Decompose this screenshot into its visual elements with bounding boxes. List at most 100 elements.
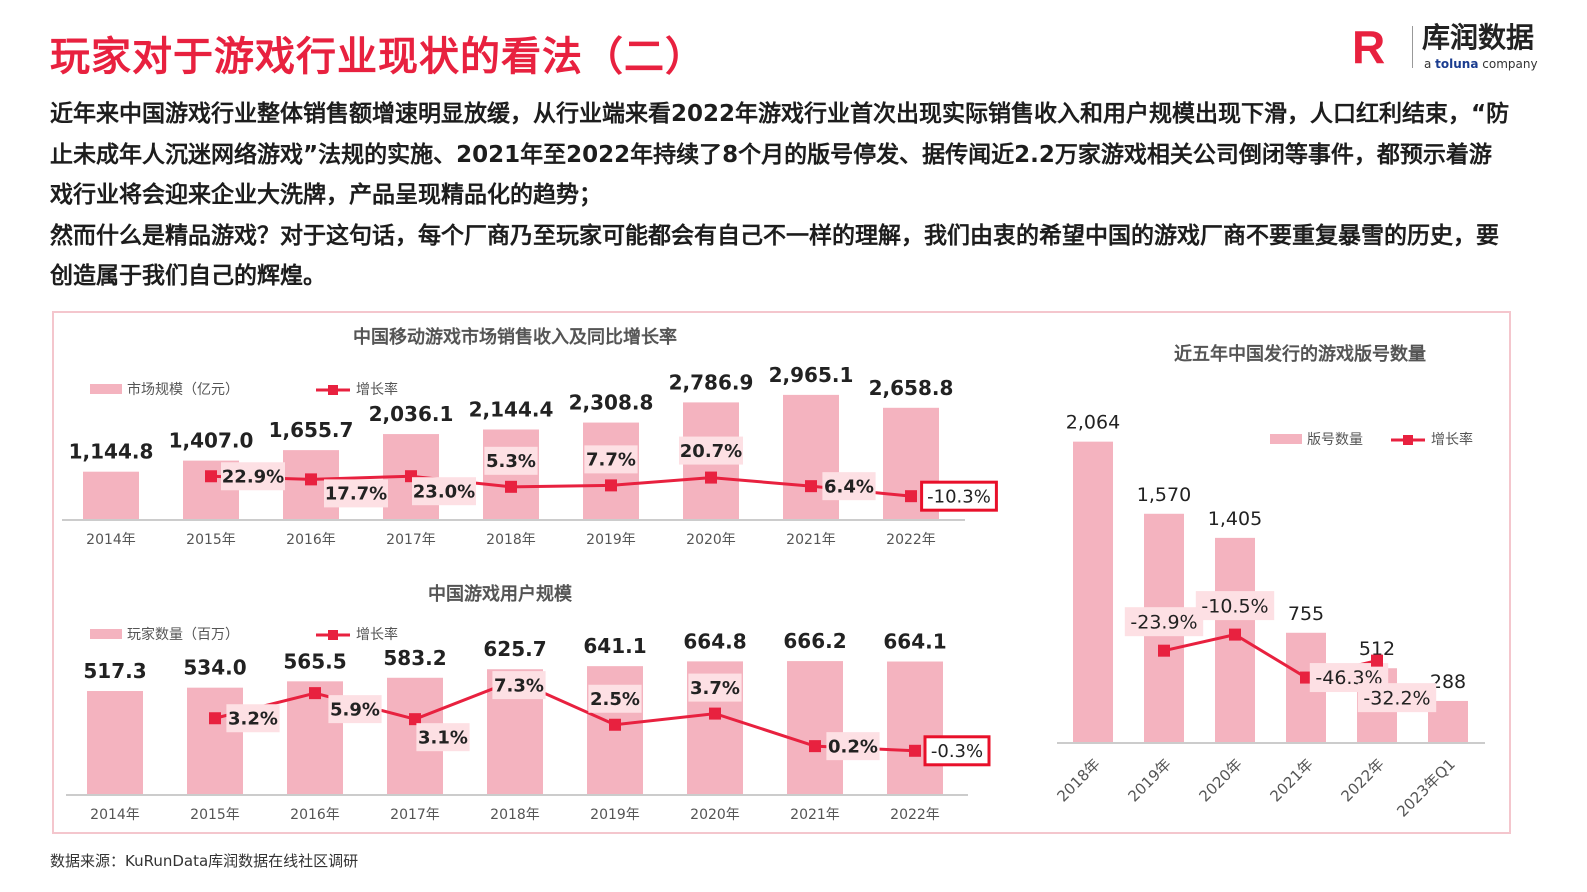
logo-mark: R xyxy=(1352,21,1386,73)
x-tick-label: 2018年 xyxy=(486,532,536,548)
growth-label: -10.3% xyxy=(927,486,991,507)
growth-point xyxy=(205,470,217,483)
x-tick-label: 2020年 xyxy=(686,532,736,548)
growth-point xyxy=(305,473,317,486)
x-tick-label: 2015年 xyxy=(190,807,240,823)
growth-label-box xyxy=(584,445,638,474)
bar-value-label: 534.0 xyxy=(183,656,246,680)
x-tick-label: 2023年Q1 xyxy=(1393,755,1458,820)
bar xyxy=(787,661,843,795)
bar-value-label: 1,407.0 xyxy=(169,429,254,453)
legend-bar-swatch xyxy=(1270,434,1302,444)
growth-point xyxy=(1229,628,1241,641)
growth-label: 5.9% xyxy=(330,699,380,720)
bar-value-label: 2,036.1 xyxy=(369,402,454,426)
logo-divider xyxy=(1412,26,1413,68)
bar xyxy=(187,687,243,795)
growth-label: 2.5% xyxy=(590,689,640,710)
legend-line-label: 增长率 xyxy=(356,626,398,643)
growth-label-box xyxy=(1124,607,1204,637)
bar-value-label: 2,064 xyxy=(1066,412,1120,434)
paragraph: 然而什么是精品游戏？对于这句话，每个厂商乃至玩家可能都会有自己不一样的理解，我们… xyxy=(50,222,1499,290)
growth-label-box xyxy=(923,735,991,767)
bar-value-label: 664.8 xyxy=(683,629,746,653)
bar xyxy=(887,661,943,795)
bar-value-label: 2,786.9 xyxy=(669,370,754,394)
growth-point xyxy=(709,707,721,720)
x-tick-label: 2022年 xyxy=(1337,755,1387,805)
growth-label-box xyxy=(492,671,546,700)
legend-line-label: 增长率 xyxy=(356,381,398,398)
growth-label-box xyxy=(328,695,382,724)
growth-label-box xyxy=(1357,683,1437,713)
growth-label-box xyxy=(324,479,388,508)
x-tick-label: 2016年 xyxy=(286,532,336,548)
growth-point xyxy=(809,740,821,753)
x-tick-label: 2019年 xyxy=(586,532,636,548)
x-tick-label: 2014年 xyxy=(86,532,136,548)
growth-label-box xyxy=(826,732,880,761)
bar-value-label: 2,658.8 xyxy=(869,376,954,400)
chart-panel xyxy=(52,311,1511,834)
chart-title: 近五年中国发行的游戏版号数量 xyxy=(1174,343,1426,365)
bar-value-label: 288 xyxy=(1430,671,1466,693)
bar-value-label: 583.2 xyxy=(383,646,446,670)
growth-label-box xyxy=(920,480,998,512)
x-tick-label: 2019年 xyxy=(1124,755,1174,805)
x-tick-label: 2022年 xyxy=(886,532,936,548)
logo-tagline: a toluna company xyxy=(1424,57,1538,71)
x-tick-label: 2014年 xyxy=(90,807,140,823)
bar-value-label: 755 xyxy=(1288,603,1324,625)
logo-name: 库润数据 xyxy=(1422,21,1535,54)
growth-label-box xyxy=(412,477,476,506)
growth-label: 20.7% xyxy=(680,441,742,462)
bar-value-label: 625.7 xyxy=(483,637,546,661)
growth-point xyxy=(705,471,717,484)
growth-label: 3.2% xyxy=(228,709,278,730)
legend-line-label: 增长率 xyxy=(1431,431,1473,448)
growth-point xyxy=(209,712,221,725)
paragraph: 近年来中国游戏行业整体销售额增速明显放缓，从行业端来看2022年游戏行业首次出现… xyxy=(50,101,1510,208)
growth-label-box xyxy=(221,462,285,491)
x-tick-label: 2020年 xyxy=(1195,755,1245,805)
growth-point xyxy=(605,479,617,492)
growth-label: -32.2% xyxy=(1363,687,1430,709)
legend-line-marker xyxy=(328,630,338,640)
bar-value-label: 565.5 xyxy=(283,649,346,673)
company-logo: R 库润数据 a toluna company xyxy=(1352,22,1547,74)
bar-value-label: 1,570 xyxy=(1137,484,1191,506)
bar xyxy=(87,691,143,795)
x-tick-label: 2017年 xyxy=(386,532,436,548)
legend-line-marker xyxy=(328,385,338,395)
growth-label: 6.4% xyxy=(824,476,874,497)
growth-point xyxy=(1158,644,1170,657)
x-tick-label: 2018年 xyxy=(490,807,540,823)
chart-title: 中国游戏用户规模 xyxy=(428,583,573,605)
growth-point xyxy=(905,490,917,503)
growth-line xyxy=(210,474,912,498)
bar xyxy=(83,471,139,520)
legend-bar-label: 玩家数量（百万） xyxy=(127,626,239,643)
x-tick-label: 2021年 xyxy=(786,532,836,548)
growth-label: 7.3% xyxy=(494,675,544,696)
legend-bar-label: 版号数量 xyxy=(1307,432,1363,448)
growth-label: 3.7% xyxy=(690,678,740,699)
x-tick-label: 2018年 xyxy=(1053,755,1103,805)
growth-point xyxy=(805,480,817,493)
growth-point xyxy=(609,718,621,731)
x-tick-label: 2016年 xyxy=(290,807,340,823)
growth-label: 22.9% xyxy=(222,467,284,488)
growth-point xyxy=(1300,671,1312,684)
growth-label-box xyxy=(484,446,538,475)
intro-text: 近年来中国游戏行业整体销售额增速明显放缓，从行业端来看2022年游戏行业首次出现… xyxy=(50,94,1510,297)
growth-label: 0.2% xyxy=(828,736,878,757)
growth-label: 17.7% xyxy=(325,484,387,505)
legend-bar-swatch xyxy=(90,384,122,394)
data-source: 数据来源：KuRunData库润数据在线社区调研 xyxy=(50,852,359,870)
growth-label: -0.3% xyxy=(931,741,983,762)
growth-point xyxy=(909,744,921,757)
bar-value-label: 641.1 xyxy=(583,634,646,658)
growth-label: -23.9% xyxy=(1130,611,1197,633)
bar-value-label: 1,655.7 xyxy=(269,418,354,442)
growth-label: 5.3% xyxy=(486,451,536,472)
